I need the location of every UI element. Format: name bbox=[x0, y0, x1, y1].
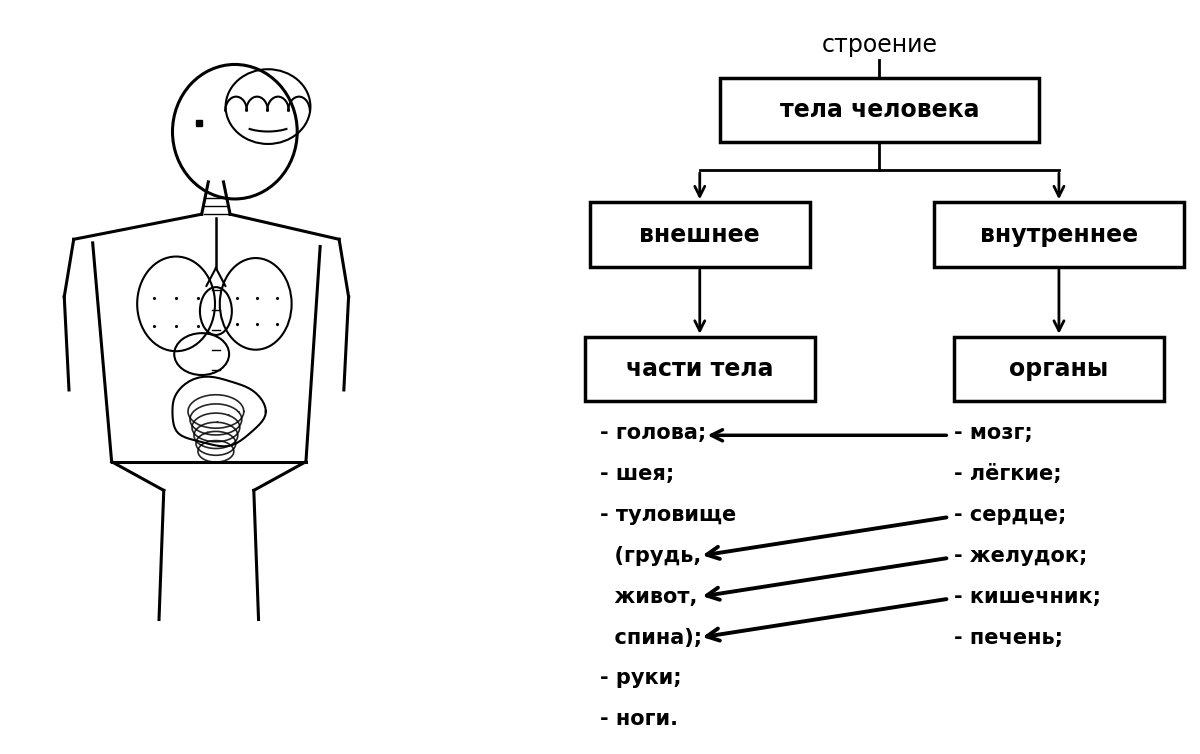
Text: (грудь,: (грудь, bbox=[600, 546, 701, 566]
Text: органы: органы bbox=[1009, 357, 1109, 381]
Text: тела человека: тела человека bbox=[780, 98, 979, 122]
Text: - кишечник;: - кишечник; bbox=[954, 587, 1102, 607]
Text: - ноги.: - ноги. bbox=[600, 710, 678, 729]
FancyBboxPatch shape bbox=[590, 202, 810, 267]
Text: - туловище: - туловище bbox=[600, 505, 737, 525]
Text: - мозг;: - мозг; bbox=[954, 423, 1033, 443]
Text: спина);: спина); bbox=[600, 627, 702, 648]
Text: внешнее: внешнее bbox=[640, 222, 760, 247]
Text: - печень;: - печень; bbox=[954, 627, 1063, 648]
FancyBboxPatch shape bbox=[720, 78, 1039, 143]
Text: внутреннее: внутреннее bbox=[980, 222, 1138, 247]
Text: - шея;: - шея; bbox=[600, 464, 674, 484]
Text: - сердце;: - сердце; bbox=[954, 505, 1067, 525]
Text: строение: строение bbox=[821, 33, 937, 57]
Text: части тела: части тела bbox=[626, 357, 774, 381]
Text: - голова;: - голова; bbox=[600, 423, 707, 443]
Text: - желудок;: - желудок; bbox=[954, 546, 1087, 566]
FancyBboxPatch shape bbox=[954, 336, 1164, 401]
FancyBboxPatch shape bbox=[935, 202, 1183, 267]
Text: - лёгкие;: - лёгкие; bbox=[954, 464, 1062, 484]
Text: - руки;: - руки; bbox=[600, 669, 682, 688]
Text: живот,: живот, bbox=[600, 587, 697, 607]
FancyBboxPatch shape bbox=[586, 336, 815, 401]
